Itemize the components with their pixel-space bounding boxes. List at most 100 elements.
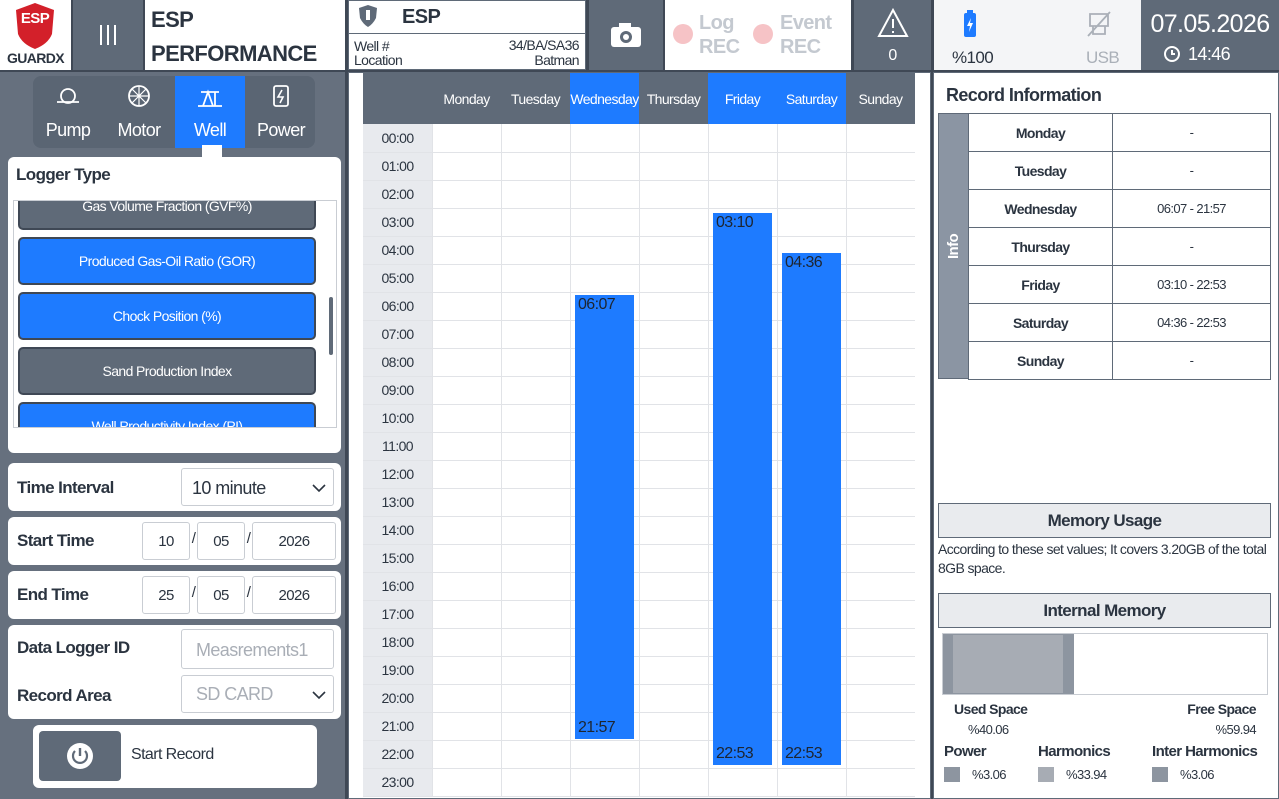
- hour-label: 16:00: [381, 578, 414, 594]
- used-value: %40.06: [968, 722, 1009, 737]
- logo: ESP GUARDX: [0, 0, 71, 70]
- hour-label: 20:00: [381, 690, 414, 706]
- location-value: Batman: [534, 52, 579, 68]
- camera-icon: [611, 23, 641, 47]
- logger-item[interactable]: Gas Volume Fraction (GVF%): [18, 201, 316, 230]
- logger-item[interactable]: Well Productivity Index (PI): [18, 402, 316, 427]
- tab[interactable]: Well: [175, 76, 245, 148]
- date-label: Start Time: [17, 531, 94, 550]
- tab[interactable]: Power: [246, 76, 315, 148]
- date-input[interactable]: 05: [197, 522, 245, 560]
- date-label: End Time: [17, 585, 89, 604]
- day-header: Saturday: [777, 73, 846, 124]
- record-area-select[interactable]: SD CARD: [181, 675, 334, 713]
- logger-id-placeholder: Measrements1: [196, 640, 308, 660]
- logger-list: Gas Volume Fraction (GVF%) Produced Gas-O…: [13, 200, 337, 428]
- interval-card: Time Interval 10 minute: [8, 463, 341, 511]
- hour-line: [363, 684, 915, 685]
- hour-line: [363, 432, 915, 433]
- record-info-title: Record Information: [946, 85, 1102, 105]
- tab[interactable]: Motor: [104, 76, 174, 148]
- logger-item[interactable]: Produced Gas-Oil Ratio (GOR): [18, 237, 316, 285]
- hour-line: [363, 488, 915, 489]
- logger-id-input[interactable]: Measrements1: [181, 629, 334, 669]
- start-time-card: Start Time 10/05/2026: [8, 517, 341, 565]
- date: 07.05.2026: [1150, 10, 1270, 38]
- alerts-button[interactable]: 0: [854, 0, 931, 70]
- date-input[interactable]: 2026: [252, 576, 336, 614]
- date-separator: /: [191, 530, 196, 547]
- info-day: Monday: [968, 113, 1113, 152]
- date-input[interactable]: 10: [142, 522, 190, 560]
- record-bar: [782, 252, 841, 765]
- memory-used-outline: [943, 634, 1073, 694]
- hour-label: 09:00: [381, 382, 414, 398]
- info-day: Friday: [968, 265, 1113, 304]
- power-icon: [67, 743, 93, 769]
- usb-label: USB: [1086, 48, 1120, 67]
- tab-bar: Pump Motor Well Power: [33, 76, 315, 148]
- hour-line: [363, 152, 915, 153]
- internal-memory-title: Internal Memory: [938, 593, 1271, 628]
- start-record-button[interactable]: [39, 731, 121, 781]
- record-end-label: 21:57: [578, 718, 616, 736]
- free-value: %59.94: [1215, 722, 1257, 737]
- info-day: Saturday: [968, 303, 1113, 342]
- event-rec[interactable]: Event REC: [780, 12, 832, 58]
- date-separator: /: [191, 584, 196, 601]
- hour-line: [363, 656, 915, 657]
- date-input[interactable]: 2026: [252, 522, 336, 560]
- title-box: ESP PERFORMANCE SETTINGS: [145, 0, 345, 100]
- legend-swatch: [1038, 767, 1054, 782]
- record-bar: [575, 295, 634, 739]
- start-record-label[interactable]: Start Record: [131, 746, 214, 763]
- day-header: Tuesday: [501, 73, 570, 124]
- hour-label: 17:00: [381, 606, 414, 622]
- hour-label: 22:00: [381, 746, 414, 762]
- hour-line: [363, 348, 915, 349]
- alert-count: 0: [888, 47, 897, 64]
- rec-box: Log REC Event REC: [665, 0, 851, 70]
- hour-line: [363, 740, 915, 741]
- log-rec[interactable]: Log REC: [699, 12, 740, 58]
- date-input[interactable]: 25: [142, 576, 190, 614]
- logger-card: Logger Type Gas Volume Fraction (GVF%) Pr…: [8, 145, 341, 453]
- record-area-label: Record Area: [17, 686, 111, 705]
- logger-item[interactable]: Sand Production Index: [18, 347, 316, 395]
- tab-label: Motor: [117, 120, 161, 140]
- date-input[interactable]: 05: [197, 576, 245, 614]
- record-end-label: 22:53: [785, 744, 823, 762]
- logger-id-card: Data Logger ID Measrements1 Record Area …: [8, 625, 341, 719]
- start-record-card: Start Record: [33, 725, 317, 788]
- legend-value: %3.06: [1180, 767, 1214, 782]
- memory-segment: [952, 634, 1063, 694]
- device-name: ESP: [402, 6, 441, 28]
- hour-label: 08:00: [381, 354, 414, 370]
- legend-value: %33.94: [1066, 767, 1107, 782]
- hour-line: [363, 320, 915, 321]
- left-panel: Pump Motor Well Power Logger Type Gas Volum…: [0, 72, 345, 799]
- camera-button[interactable]: [589, 0, 663, 70]
- hour-line: [363, 796, 915, 797]
- logger-item[interactable]: Chock Position (%): [18, 292, 316, 340]
- legend-swatch: [1152, 767, 1168, 782]
- menu-button[interactable]: [73, 0, 143, 70]
- location-label: Location: [354, 52, 403, 68]
- device-box: ESP Well # 34/BA/SA36 Location Batman: [348, 0, 586, 70]
- hour-label: 02:00: [381, 186, 414, 202]
- hour-label: 00:00: [381, 130, 414, 146]
- well-value: 34/BA/SA36: [508, 37, 580, 53]
- interval-select[interactable]: 10 minute: [181, 468, 334, 506]
- memory-bar: [942, 633, 1268, 695]
- tab-label: Power: [256, 120, 306, 140]
- tab[interactable]: Pump: [33, 76, 103, 148]
- info-label: Info: [945, 233, 962, 259]
- hour-label: 12:00: [381, 466, 414, 482]
- memory-free: [1072, 634, 1267, 694]
- hour-line: [363, 460, 915, 461]
- info-day: Sunday: [968, 341, 1113, 380]
- battery-icon: [964, 10, 976, 37]
- memory-title: Memory Usage: [938, 503, 1271, 538]
- hour-label: 01:00: [381, 158, 414, 174]
